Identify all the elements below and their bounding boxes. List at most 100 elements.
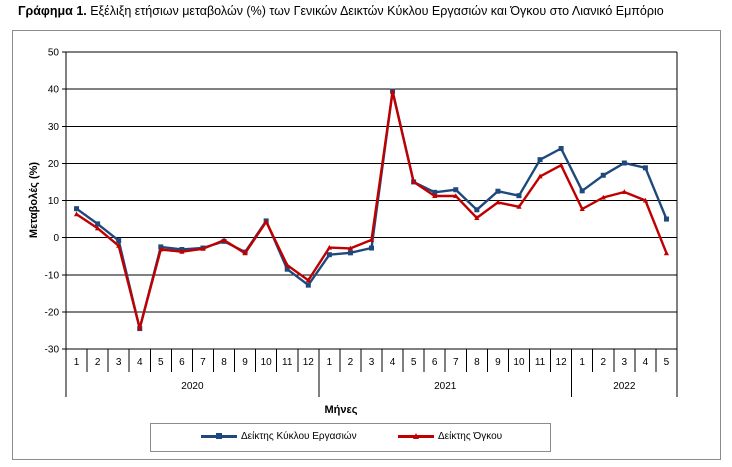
- y-tick-label: 30: [48, 122, 60, 133]
- x-tick-label: 10: [261, 357, 273, 368]
- data-point: [347, 245, 354, 251]
- chart-frame: [12, 30, 721, 460]
- y-axis-title: Μεταβολές (%): [28, 162, 40, 238]
- x-tick-label: 3: [622, 357, 628, 368]
- data-point: [516, 193, 522, 199]
- x-tick-label: 9: [495, 357, 501, 368]
- data-point: [600, 194, 606, 200]
- y-tick-label: -20: [45, 307, 60, 318]
- series-line-1: [75, 90, 668, 330]
- y-tick-label: -10: [45, 270, 60, 281]
- legend-label-turnover: Δείκτης Κύκλου Εργασιών: [241, 431, 357, 442]
- data-point: [95, 225, 101, 231]
- data-point: [537, 157, 543, 163]
- x-tick-label: 3: [116, 357, 122, 368]
- chart-title-label: Γράφημα 1.: [18, 4, 87, 18]
- data-point: [474, 207, 480, 213]
- x-axis-title: Μήνες: [325, 404, 358, 416]
- data-point: [432, 193, 438, 199]
- chart-title-text: Εξέλιξη ετήσιων μεταβολών (%) των Γενικώ…: [86, 4, 664, 18]
- data-point: [242, 250, 248, 256]
- x-group-label: 2022: [613, 381, 636, 392]
- data-point: [495, 188, 501, 194]
- data-point: [137, 325, 143, 331]
- data-point: [558, 146, 564, 152]
- x-tick-label: 10: [513, 357, 525, 368]
- x-tick-label: 7: [453, 357, 459, 368]
- x-group-label: 2020: [181, 381, 204, 392]
- data-point: [600, 172, 606, 178]
- data-point: [347, 250, 353, 256]
- x-tick-label: 4: [643, 357, 649, 368]
- x-tick-label: 2: [600, 357, 606, 368]
- data-point: [368, 237, 375, 242]
- x-tick-label: 4: [390, 357, 396, 368]
- x-tick-label: 7: [200, 357, 206, 368]
- legend-swatch-volume: [398, 431, 434, 442]
- y-tick-label: 10: [48, 196, 60, 207]
- x-tick-label: 5: [411, 357, 417, 368]
- data-point: [389, 88, 396, 94]
- data-point: [411, 179, 417, 184]
- x-tick-label: 12: [556, 357, 568, 368]
- y-tick-label: 20: [48, 159, 60, 170]
- data-point: [621, 160, 627, 166]
- data-point: [369, 245, 374, 251]
- data-point: [516, 204, 522, 209]
- x-tick-label: 5: [664, 357, 670, 368]
- legend: Δείκτης Κύκλου Εργασιών Δείκτης Όγκου: [150, 423, 551, 452]
- data-point: [474, 215, 480, 220]
- data-point: [642, 197, 648, 203]
- data-point: [453, 193, 459, 199]
- legend-swatch-turnover: [201, 431, 237, 442]
- x-tick-label: 1: [327, 357, 333, 368]
- data-point: [179, 248, 185, 254]
- data-point: [453, 187, 459, 193]
- legend-item-volume: Δείκτης Όγκου: [398, 431, 502, 442]
- x-tick-label: 6: [432, 357, 438, 368]
- data-point: [200, 245, 206, 251]
- y-tick-label: 0: [53, 233, 59, 244]
- data-point: [621, 189, 627, 194]
- data-point: [579, 188, 585, 194]
- x-tick-label: 12: [303, 357, 315, 368]
- x-tick-label: 8: [474, 357, 480, 368]
- data-point: [558, 162, 564, 168]
- data-point: [326, 244, 332, 250]
- x-tick-label: 2: [95, 357, 101, 368]
- data-point: [495, 199, 501, 205]
- x-tick-label: 1: [579, 357, 585, 368]
- x-tick-label: 3: [369, 357, 375, 368]
- data-point: [73, 211, 80, 217]
- x-tick-label: 9: [242, 357, 248, 368]
- data-point: [663, 250, 670, 256]
- x-group-label: 2021: [434, 381, 457, 392]
- data-point: [537, 173, 543, 179]
- legend-label-volume: Δείκτης Όγκου: [438, 431, 503, 442]
- chart-title: Γράφημα 1. Εξέλιξη ετήσιων μεταβολών (%)…: [18, 4, 664, 18]
- x-tick-label: 1: [74, 357, 80, 368]
- data-point: [305, 277, 311, 283]
- data-point: [326, 252, 332, 258]
- data-point: [579, 206, 585, 212]
- data-point: [305, 282, 311, 288]
- y-tick-label: -30: [45, 345, 60, 356]
- data-point: [432, 189, 438, 195]
- data-point: [263, 218, 269, 224]
- x-tick-label: 8: [221, 357, 227, 368]
- data-point: [74, 206, 80, 212]
- data-point: [663, 216, 669, 222]
- x-tick-label: 2: [348, 357, 354, 368]
- y-tick-label: 40: [48, 85, 60, 96]
- x-tick-label: 4: [137, 357, 143, 368]
- x-tick-label: 11: [282, 357, 293, 368]
- data-point: [116, 238, 122, 244]
- x-tick-label: 5: [158, 357, 164, 368]
- data-point: [116, 242, 122, 248]
- data-point: [158, 246, 164, 252]
- legend-item-turnover: Δείκτης Κύκλου Εργασιών: [201, 431, 357, 442]
- data-point: [221, 237, 227, 243]
- x-tick-label: 6: [179, 357, 185, 368]
- y-tick-label: 50: [48, 48, 60, 59]
